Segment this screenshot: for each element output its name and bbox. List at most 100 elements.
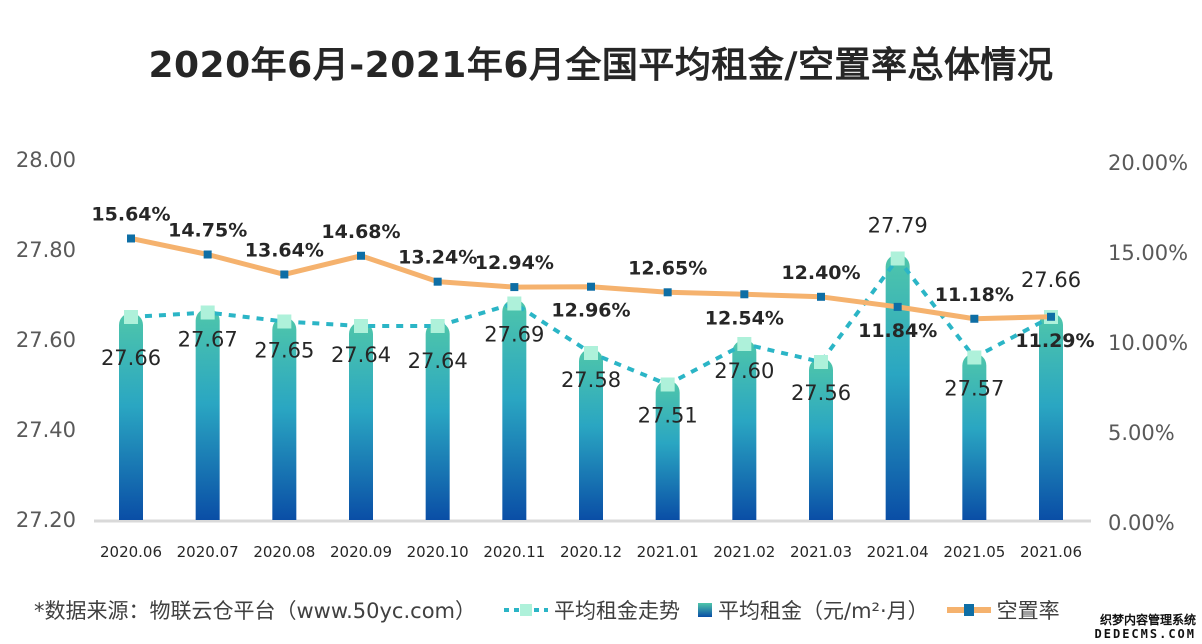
legend-item-avg-rent: 平均租金（元/m²·月）	[698, 595, 929, 625]
vacancy-rate-label: 11.29%	[1015, 330, 1094, 352]
rent-bar	[502, 299, 527, 520]
x-axis-tick-label: 2020.07	[177, 543, 239, 561]
vacancy-rate-marker	[1047, 312, 1055, 321]
rent-trend-marker	[277, 314, 292, 329]
rent-bar	[885, 254, 910, 520]
dashed-line-marker-icon	[504, 604, 548, 616]
rent-trend-marker	[967, 350, 982, 365]
vacancy-rate-label: 12.65%	[628, 257, 707, 279]
x-axis-tick-label: 2021.04	[867, 543, 929, 561]
legend-label-vacancy: 空置率	[996, 599, 1060, 623]
watermark-line2: DEDECMS.COM	[1094, 627, 1196, 641]
vacancy-rate-label: 12.96%	[551, 300, 630, 322]
vacancy-rate-marker	[663, 288, 672, 297]
rent-bar	[119, 313, 143, 520]
left-axis-tick-label: 27.60	[16, 328, 76, 352]
legend-item-vacancy: 空置率	[946, 595, 1060, 625]
rent-value-label: 27.64	[408, 349, 468, 373]
legend-label-rent-trend: 平均租金走势	[554, 599, 680, 623]
vacancy-rate-marker	[280, 270, 289, 279]
left-axis-tick-label: 28.00	[16, 148, 76, 172]
vacancy-rate-marker	[203, 250, 212, 259]
right-axis-tick-label: 10.00%	[1108, 331, 1188, 355]
x-axis-tick-label: 2020.09	[330, 543, 392, 561]
vacancy-rate-label: 11.18%	[935, 284, 1014, 306]
rent-trend-marker	[354, 319, 368, 333]
vacancy-rate-marker	[587, 282, 595, 291]
watermark-line1: 织梦内容管理系统	[1099, 613, 1196, 627]
vacancy-rate-label: 12.94%	[475, 252, 554, 274]
vacancy-rate-marker	[127, 234, 135, 243]
vacancy-rate-label: 12.40%	[781, 262, 860, 284]
x-axis-tick-label: 2020.12	[560, 543, 622, 561]
rent-value-label: 27.56	[791, 381, 851, 405]
x-axis-tick-label: 2021.05	[943, 543, 1005, 561]
vacancy-rate-label: 13.64%	[245, 239, 324, 261]
legend: *数据来源：物联云仓平台（www.50yc.com） 平均租金走势 平均租金（元…	[34, 592, 1078, 628]
x-axis-tick-label: 2021.02	[713, 543, 775, 561]
vacancy-rate-label: 11.84%	[858, 320, 937, 342]
vacancy-rate-marker	[433, 277, 442, 286]
rent-value-label: 27.66	[1021, 268, 1081, 292]
vacancy-rate-marker	[357, 251, 365, 260]
gradient-square-icon	[698, 603, 712, 617]
rent-trend-marker	[584, 346, 598, 360]
chart-title: 2020年6月-2021年6月全国平均租金/空置率总体情况	[148, 45, 1054, 86]
rent-value-label: 27.67	[178, 328, 238, 352]
legend-item-rent-trend: 平均租金走势	[504, 595, 680, 625]
rent-value-label: 27.79	[868, 214, 928, 238]
rent-trend-marker	[814, 355, 828, 369]
rent-trend-marker	[660, 377, 675, 392]
rent-value-label: 27.51	[638, 404, 698, 428]
x-axis-tick-label: 2020.08	[253, 543, 315, 561]
x-axis-tick-label: 2020.11	[483, 543, 545, 561]
rent-trend-marker	[507, 296, 522, 311]
data-source-note: *数据来源：物联云仓平台（www.50yc.com）	[34, 599, 476, 623]
right-axis-tick-label: 5.00%	[1108, 421, 1175, 445]
rent-bar	[732, 340, 757, 520]
rent-value-label: 27.65	[254, 339, 314, 363]
rent-bar	[962, 353, 987, 520]
vacancy-rate-marker	[510, 283, 519, 292]
left-axis-tick-label: 27.80	[16, 238, 76, 262]
x-axis-tick-label: 2020.06	[100, 543, 162, 561]
rent-trend-marker	[124, 310, 138, 324]
right-axis-tick-label: 15.00%	[1108, 241, 1188, 265]
vacancy-rate-marker	[970, 314, 979, 323]
rent-bar	[195, 308, 220, 520]
legend-label-avg-rent: 平均租金（元/m²·月）	[718, 599, 929, 623]
vacancy-rate-label: 12.54%	[705, 307, 784, 329]
vacancy-rate-label: 14.75%	[168, 220, 247, 242]
rent-trend-marker	[890, 251, 905, 266]
rent-value-label: 27.60	[714, 359, 774, 383]
line-marker-icon	[946, 604, 991, 616]
x-axis-tick-label: 2021.03	[790, 543, 852, 561]
rent-value-label: 27.57	[944, 377, 1004, 401]
vacancy-rate-marker	[740, 290, 749, 299]
vacancy-rate-label: 14.68%	[321, 221, 400, 243]
rent-trend-marker	[200, 305, 215, 320]
watermark: 织梦内容管理系统 DEDECMS.COM	[1092, 612, 1198, 642]
vacancy-rate-marker	[893, 302, 902, 311]
rent-bar	[809, 358, 833, 520]
rent-bar	[1039, 313, 1063, 520]
rent-value-label: 27.69	[484, 323, 544, 347]
rent-value-label: 27.66	[101, 346, 161, 370]
combo-chart: 27.20 27.40 27.60 27.80 28.00 0.00% 5.00% 10.00…	[16, 148, 1188, 561]
rent-bar	[349, 322, 373, 520]
rent-value-label: 27.58	[561, 368, 621, 392]
rent-bar	[579, 349, 603, 520]
x-axis-tick-label: 2020.10	[407, 543, 469, 561]
x-axis-tick-label: 2021.01	[637, 543, 699, 561]
vacancy-rate-label: 13.24%	[398, 247, 477, 269]
rent-bar	[425, 322, 450, 520]
rent-bar	[655, 380, 680, 520]
right-axis-tick-label: 0.00%	[1108, 511, 1175, 535]
left-axis-tick-label: 27.20	[16, 508, 76, 532]
rent-bar	[272, 317, 297, 520]
vacancy-rate-marker	[817, 292, 825, 301]
left-axis-tick-label: 27.40	[16, 418, 76, 442]
rent-value-label: 27.64	[331, 343, 391, 367]
rent-trend-marker	[430, 319, 445, 333]
rent-trend-marker	[737, 337, 752, 351]
